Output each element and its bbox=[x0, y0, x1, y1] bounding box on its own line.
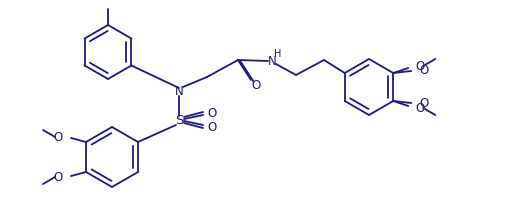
Text: S: S bbox=[175, 113, 183, 126]
Text: O: O bbox=[54, 130, 63, 143]
Text: H: H bbox=[275, 49, 282, 59]
Text: O: O bbox=[54, 171, 63, 184]
Text: O: O bbox=[207, 106, 217, 119]
Text: O: O bbox=[416, 59, 425, 72]
Text: O: O bbox=[207, 121, 217, 134]
Text: N: N bbox=[175, 84, 184, 97]
Text: O: O bbox=[251, 79, 260, 92]
Text: O: O bbox=[416, 101, 425, 114]
Text: O: O bbox=[420, 63, 429, 76]
Text: O: O bbox=[420, 97, 429, 109]
Text: N: N bbox=[268, 55, 276, 67]
